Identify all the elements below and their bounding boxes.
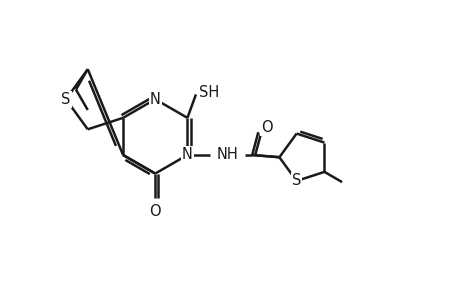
Text: O: O: [261, 120, 273, 135]
Text: NH: NH: [216, 148, 238, 163]
Text: SH: SH: [198, 85, 218, 100]
Text: O: O: [149, 204, 161, 219]
Text: S: S: [291, 173, 301, 188]
Text: N: N: [150, 92, 160, 107]
Text: N: N: [182, 148, 192, 163]
Text: S: S: [61, 92, 71, 107]
